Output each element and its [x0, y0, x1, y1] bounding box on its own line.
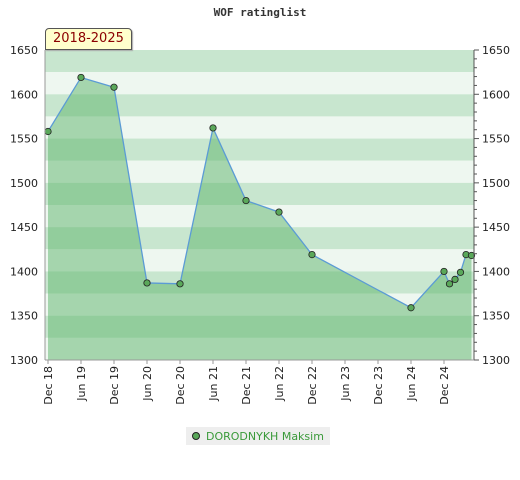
- y-tick-label-left: 1350: [10, 310, 38, 323]
- label-layer: 1300 1300 1350 1350 1400 1400 1450 1450 1500 1500…: [10, 44, 510, 405]
- y-tick-label-left: 1600: [10, 88, 38, 101]
- y-tick-label-right: 1350: [482, 310, 510, 323]
- y-tick-label-left: 1450: [10, 221, 38, 234]
- data-point: [407, 304, 415, 312]
- background-band: [45, 116, 474, 139]
- y-tick-label-left: 1500: [10, 177, 38, 190]
- data-point: [242, 196, 250, 205]
- background-band: [45, 160, 474, 183]
- line-layer: [47, 76, 472, 309]
- date-range-badge: 2018-2025: [45, 28, 132, 50]
- legend-series-name: DORODNYKH Maksim: [206, 429, 324, 443]
- x-tick-label: Dec 21: [240, 366, 253, 405]
- y-tick-label-right: 1650: [482, 44, 510, 57]
- background-band: [45, 72, 474, 95]
- x-tick-label: Dec 20: [174, 366, 187, 405]
- x-tick-label: Jun 19: [75, 366, 88, 402]
- y-tick-label-left: 1300: [10, 354, 38, 367]
- data-point: [440, 267, 448, 276]
- data-point: [209, 124, 217, 132]
- x-tick-label: Dec 23: [372, 366, 385, 405]
- data-point: [44, 127, 52, 136]
- y-tick-label-right: 1300: [482, 354, 510, 367]
- y-tick-label-right: 1600: [482, 88, 510, 101]
- data-point: [176, 280, 184, 288]
- axis-layer: [44, 49, 479, 364]
- x-tick-label: Jun 24: [405, 366, 418, 402]
- data-point: [110, 83, 118, 91]
- y-tick-label-right: 1500: [482, 177, 510, 190]
- series-line: [47, 76, 472, 309]
- data-point: [275, 208, 283, 216]
- data-point: [143, 279, 151, 287]
- y-tick-label-right: 1550: [482, 133, 510, 146]
- x-tick-label: Dec 24: [438, 366, 451, 405]
- area-layer: [48, 77, 472, 360]
- data-point: [451, 275, 459, 283]
- data-point: [308, 251, 316, 259]
- background-band: [45, 182, 474, 205]
- x-tick-label: Jun 20: [141, 366, 154, 402]
- x-tick-label: Dec 22: [306, 366, 319, 405]
- background-band: [45, 94, 474, 117]
- y-tick-label-right: 1450: [482, 221, 510, 234]
- x-tick-label: Dec 19: [108, 366, 121, 405]
- y-tick-label-left: 1400: [10, 265, 38, 278]
- legend[interactable]: DORODNYKH Maksim: [186, 427, 330, 445]
- data-point: [445, 280, 454, 288]
- x-tick-label: Dec 18: [42, 366, 55, 405]
- legend-marker-icon: [192, 432, 200, 440]
- y-tick-label-left: 1550: [10, 133, 38, 146]
- x-tick-label: Jun 21: [207, 366, 220, 402]
- data-point: [467, 251, 476, 260]
- series-area: [48, 77, 472, 360]
- background-band: [45, 138, 474, 161]
- background-band: [45, 50, 474, 73]
- x-tick-label: Jun 23: [339, 366, 352, 402]
- chart-title: WOF ratinglist: [213, 6, 307, 19]
- marker-layer: [44, 73, 476, 312]
- x-tick-label: Jun 22: [273, 366, 286, 402]
- y-tick-label-left: 1650: [10, 44, 38, 57]
- y-tick-label-right: 1400: [482, 265, 510, 278]
- data-point: [77, 73, 85, 82]
- data-point: [456, 268, 465, 276]
